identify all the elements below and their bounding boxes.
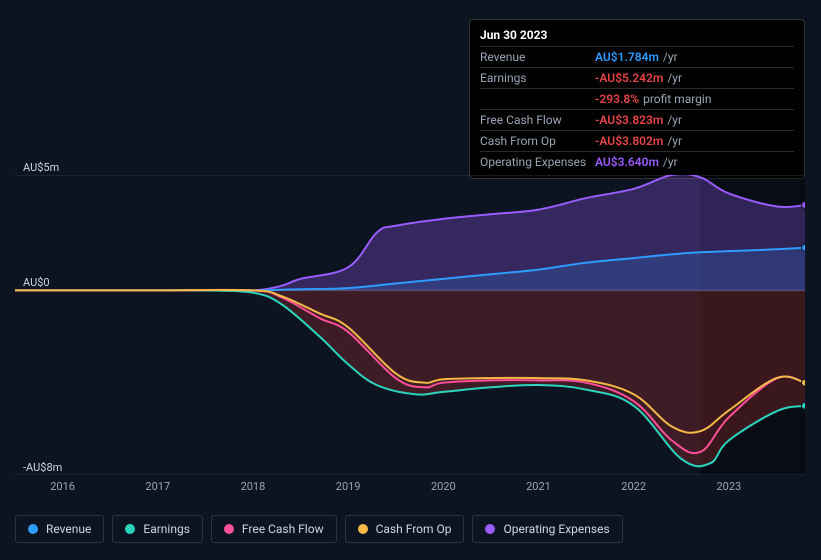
legend-label: Cash From Op	[376, 522, 452, 536]
financial-chart[interactable]: AU$5mAU$0-AU$8m 201620172018201920202021…	[15, 160, 805, 520]
tooltip-rows: RevenueAU$1.784m/yrEarnings-AU$5.242m/yr…	[480, 46, 794, 172]
x-tick-label: 2019	[336, 480, 361, 493]
x-tick-label: 2018	[241, 480, 266, 493]
y-tick-label: AU$5m	[23, 161, 59, 174]
tooltip-row: -293.8% profit margin	[480, 88, 794, 109]
tooltip-row-value: -AU$3.802m	[595, 134, 663, 148]
tooltip-row-label: Cash From Op	[480, 133, 595, 149]
chart-legend: Revenue Earnings Free Cash Flow Cash From O…	[15, 515, 623, 543]
legend-label: Revenue	[46, 522, 91, 536]
legend-swatch	[28, 524, 38, 534]
tooltip-row-label: Free Cash Flow	[480, 112, 595, 128]
tooltip-row-value: AU$1.784m	[595, 50, 659, 64]
page: Jun 30 2023 RevenueAU$1.784m/yrEarnings-…	[0, 0, 821, 560]
legend-swatch	[358, 524, 368, 534]
x-tick-label: 2016	[50, 480, 75, 493]
legend-swatch	[485, 524, 495, 534]
legend-label: Free Cash Flow	[242, 522, 324, 536]
legend-item-free-cash-flow[interactable]: Free Cash Flow	[211, 515, 337, 543]
x-tick-label: 2017	[145, 480, 170, 493]
x-tick-label: 2020	[431, 480, 456, 493]
tooltip-row-suffix: profit margin	[643, 92, 711, 106]
tooltip-row-value: -AU$5.242m	[595, 71, 663, 85]
tooltip-row: Cash From Op-AU$3.802m/yr	[480, 130, 794, 151]
tooltip-row-label: Revenue	[480, 49, 595, 65]
legend-item-cash-from-op[interactable]: Cash From Op	[345, 515, 465, 543]
tooltip-row-suffix: /yr	[667, 134, 682, 148]
tooltip-date: Jun 30 2023	[480, 26, 794, 46]
tooltip-row-suffix: /yr	[663, 50, 678, 64]
legend-item-operating-expenses[interactable]: Operating Expenses	[472, 515, 622, 543]
legend-item-revenue[interactable]: Revenue	[15, 515, 104, 543]
legend-item-earnings[interactable]: Earnings	[112, 515, 203, 543]
legend-swatch	[125, 524, 135, 534]
tooltip-row: Earnings-AU$5.242m/yr	[480, 67, 794, 88]
x-tick-label: 2022	[621, 480, 646, 493]
chart-tooltip: Jun 30 2023 RevenueAU$1.784m/yrEarnings-…	[469, 19, 805, 179]
tooltip-row-label: Earnings	[480, 70, 595, 86]
legend-swatch	[224, 524, 234, 534]
x-tick-label: 2023	[716, 480, 741, 493]
tooltip-row-value: -293.8%	[595, 92, 639, 106]
tooltip-row: Free Cash Flow-AU$3.823m/yr	[480, 109, 794, 130]
tooltip-row-suffix: /yr	[667, 113, 682, 127]
chart-plot-area	[15, 175, 805, 475]
tooltip-row: RevenueAU$1.784m/yr	[480, 46, 794, 67]
tooltip-row-value: -AU$3.823m	[595, 113, 663, 127]
x-axis-labels: 2016 2017 2018 2019 2020 2021 2022 2023	[15, 480, 805, 500]
legend-label: Operating Expenses	[503, 522, 609, 536]
tooltip-row-label	[480, 91, 595, 107]
legend-label: Earnings	[143, 522, 190, 536]
x-tick-label: 2021	[526, 480, 551, 493]
tooltip-row-suffix: /yr	[667, 71, 682, 85]
